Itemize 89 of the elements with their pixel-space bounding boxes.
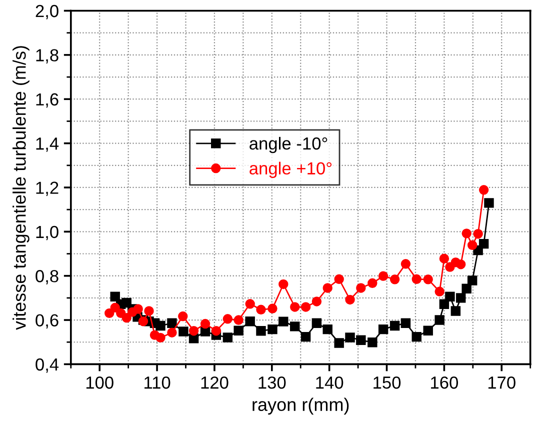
point xyxy=(334,338,344,348)
point xyxy=(188,326,199,336)
point xyxy=(390,274,400,284)
point xyxy=(156,332,166,343)
point xyxy=(144,306,154,316)
point xyxy=(467,276,478,286)
point xyxy=(211,326,222,336)
x-tick-label: 140 xyxy=(316,376,344,389)
point xyxy=(439,254,450,264)
y-tick-label: 2,0 xyxy=(36,4,58,20)
point xyxy=(345,294,355,305)
y-tick-label: 1,2 xyxy=(36,182,58,196)
point xyxy=(378,324,388,334)
point xyxy=(322,283,332,293)
point xyxy=(178,326,188,336)
y-tick-label: 1,0 xyxy=(36,226,58,240)
point xyxy=(400,318,411,328)
point xyxy=(200,318,210,329)
legend-label: angle +10° xyxy=(250,162,332,178)
point xyxy=(456,259,466,270)
point xyxy=(378,271,388,281)
point xyxy=(400,259,411,269)
point xyxy=(268,304,278,314)
point xyxy=(423,274,433,284)
point xyxy=(222,314,233,324)
point xyxy=(322,324,332,334)
point xyxy=(334,274,344,284)
point xyxy=(278,316,288,326)
point xyxy=(390,320,400,331)
y-tick-label: 0,6 xyxy=(36,314,58,329)
point xyxy=(356,283,366,293)
point xyxy=(256,326,266,336)
point xyxy=(110,302,120,313)
point xyxy=(104,308,114,318)
y-tick-label: 0,8 xyxy=(36,270,58,284)
point xyxy=(445,292,455,302)
point xyxy=(368,278,378,288)
point xyxy=(133,304,143,314)
point xyxy=(412,274,422,284)
point xyxy=(434,315,444,325)
point xyxy=(462,228,472,238)
point xyxy=(450,306,461,316)
point xyxy=(278,279,288,290)
legend-label: angle -10° xyxy=(250,136,328,154)
x-axis-title: rayon r(mm) xyxy=(252,398,349,415)
point xyxy=(234,315,244,325)
x-tick-label: 150 xyxy=(374,376,401,389)
point xyxy=(290,322,300,332)
x-tick-label: 130 xyxy=(258,376,286,389)
point xyxy=(356,335,366,345)
point xyxy=(467,240,478,250)
x-tick-label: 110 xyxy=(144,376,170,389)
point xyxy=(473,229,483,239)
y-tick-label: 0,4 xyxy=(36,358,59,373)
point xyxy=(222,332,233,342)
point xyxy=(484,198,494,208)
point xyxy=(256,304,266,315)
point xyxy=(245,299,255,309)
point xyxy=(423,326,433,336)
point xyxy=(462,284,472,294)
point xyxy=(312,296,322,306)
point xyxy=(167,328,177,338)
point xyxy=(300,332,311,342)
point xyxy=(110,292,120,302)
x-tick-label: 170 xyxy=(488,376,516,389)
y-tick-label: 1,8 xyxy=(36,49,58,64)
point xyxy=(434,286,444,296)
point xyxy=(478,238,489,249)
point xyxy=(456,293,466,303)
point xyxy=(234,326,244,336)
point xyxy=(478,185,489,195)
point xyxy=(268,324,278,334)
point xyxy=(245,316,255,326)
point xyxy=(122,312,132,323)
y-axis-title: vitesse tangentielle turbulente (m/s) xyxy=(12,46,30,330)
x-tick-label: 160 xyxy=(431,376,458,389)
x-tick-label: 100 xyxy=(86,376,114,389)
point xyxy=(312,318,322,328)
point xyxy=(412,332,422,342)
point xyxy=(178,311,188,322)
point xyxy=(290,302,300,312)
point xyxy=(368,337,378,348)
point xyxy=(167,318,177,328)
y-tick-label: 1,6 xyxy=(36,93,58,108)
point xyxy=(156,320,166,331)
point xyxy=(345,332,355,342)
point xyxy=(300,302,311,312)
y-tick-label: 1,4 xyxy=(36,138,59,152)
x-tick-label: 120 xyxy=(201,376,228,389)
